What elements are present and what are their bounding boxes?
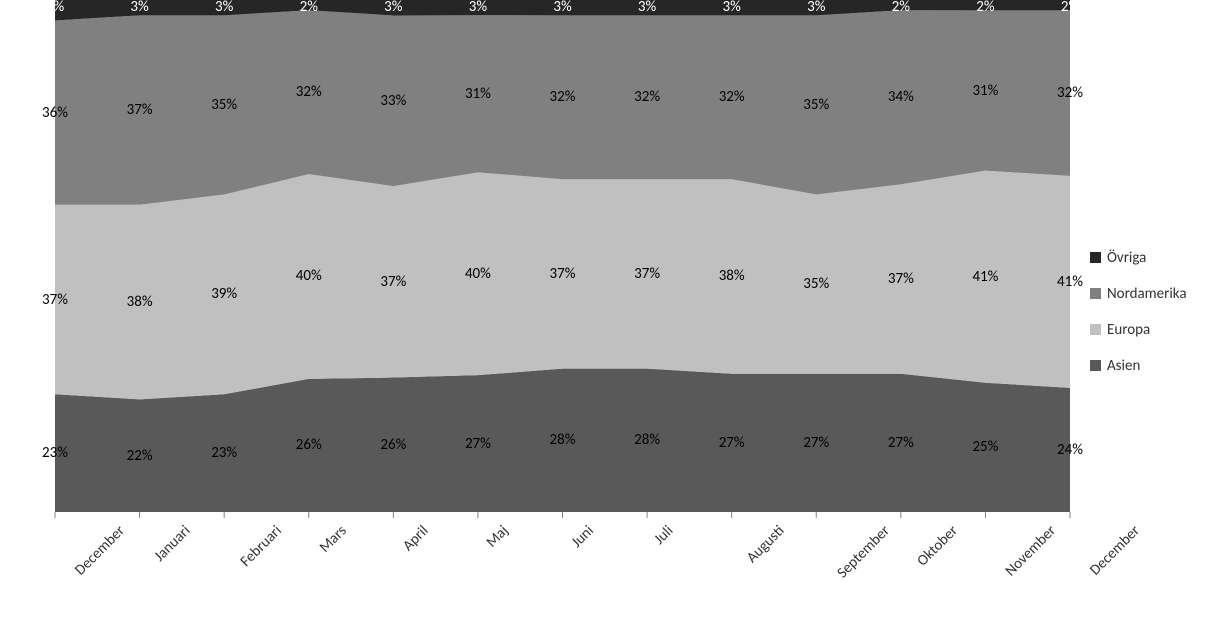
data-label: 41% bbox=[1057, 273, 1083, 291]
data-label: 3% bbox=[807, 0, 825, 16]
legend-item: Övriga bbox=[1090, 249, 1187, 267]
data-label: 37% bbox=[127, 101, 153, 119]
legend-label: Övriga bbox=[1107, 249, 1146, 267]
chart-legend: Övriga Nordamerika Europa Asien bbox=[1090, 249, 1187, 375]
legend-item: Asien bbox=[1090, 357, 1187, 375]
data-label: 2% bbox=[892, 0, 910, 16]
data-label: 37% bbox=[634, 265, 660, 283]
data-label: 35% bbox=[803, 275, 829, 293]
legend-swatch bbox=[1090, 288, 1101, 299]
data-label: 4% bbox=[46, 0, 64, 16]
data-label: 3% bbox=[130, 0, 148, 16]
data-label: 3% bbox=[553, 0, 571, 16]
data-label: 33% bbox=[380, 92, 406, 110]
legend-item: Nordamerika bbox=[1090, 285, 1187, 303]
data-label: 37% bbox=[888, 270, 914, 288]
legend-swatch bbox=[1090, 360, 1101, 371]
data-label: 2% bbox=[300, 0, 318, 16]
data-label: 3% bbox=[215, 0, 233, 16]
data-label: 36% bbox=[42, 104, 68, 122]
data-label: 28% bbox=[550, 431, 576, 449]
data-label: 38% bbox=[719, 267, 745, 285]
data-label: 25% bbox=[972, 438, 998, 456]
area-series-europa bbox=[55, 171, 1070, 400]
data-label: 32% bbox=[296, 83, 322, 101]
data-label: 27% bbox=[465, 435, 491, 453]
data-label: 40% bbox=[465, 265, 491, 283]
area-series-nordamerika bbox=[55, 10, 1070, 205]
legend-swatch bbox=[1090, 252, 1101, 263]
data-label: 41% bbox=[972, 268, 998, 286]
legend-label: Nordamerika bbox=[1107, 285, 1187, 303]
data-label: 3% bbox=[722, 0, 740, 16]
data-label: 27% bbox=[719, 434, 745, 452]
data-label: 40% bbox=[296, 267, 322, 285]
data-label: 3% bbox=[384, 0, 402, 16]
stacked-area-chart: 23% 22% 23% 26% 26% 27% 28% 28% 27% 27% 27% 25% 24% 3… bbox=[0, 0, 1220, 623]
data-label: 23% bbox=[42, 444, 68, 462]
data-label: 32% bbox=[1057, 84, 1083, 102]
data-label: 34% bbox=[888, 88, 914, 106]
legend-label: Europa bbox=[1107, 321, 1150, 339]
data-label: 24% bbox=[1057, 441, 1083, 459]
data-label: 35% bbox=[803, 96, 829, 114]
data-label: 32% bbox=[719, 88, 745, 106]
data-label: 23% bbox=[211, 444, 237, 462]
data-label: 37% bbox=[380, 273, 406, 291]
data-label: 22% bbox=[127, 447, 153, 465]
data-label: 32% bbox=[634, 88, 660, 106]
data-label: 35% bbox=[211, 96, 237, 114]
data-label: 37% bbox=[550, 265, 576, 283]
legend-item: Europa bbox=[1090, 321, 1187, 339]
legend-swatch bbox=[1090, 324, 1101, 335]
data-label: 2% bbox=[1061, 0, 1079, 16]
data-label: 37% bbox=[42, 291, 68, 309]
data-label: 31% bbox=[465, 85, 491, 103]
legend-label: Asien bbox=[1107, 357, 1140, 375]
data-label: 26% bbox=[380, 436, 406, 454]
data-label: 27% bbox=[803, 434, 829, 452]
data-label: 3% bbox=[469, 0, 487, 16]
data-label: 3% bbox=[638, 0, 656, 16]
data-label: 28% bbox=[634, 431, 660, 449]
data-label: 32% bbox=[550, 88, 576, 106]
data-label: 2% bbox=[976, 0, 994, 16]
data-label: 39% bbox=[211, 285, 237, 303]
data-label: 27% bbox=[888, 434, 914, 452]
data-label: 38% bbox=[127, 293, 153, 311]
data-label: 26% bbox=[296, 436, 322, 454]
data-label: 31% bbox=[972, 82, 998, 100]
